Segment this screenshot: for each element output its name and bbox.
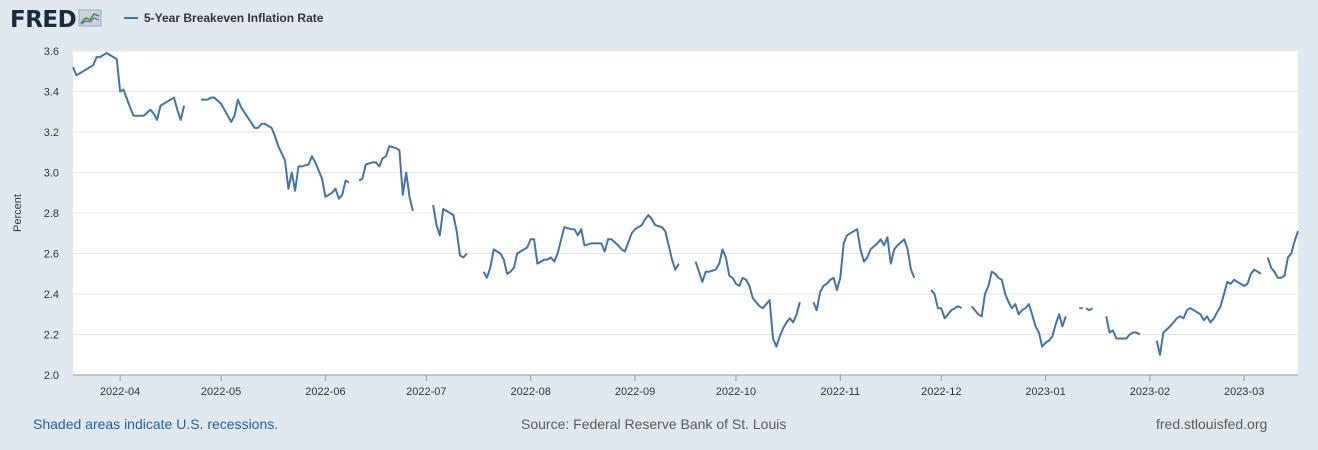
y-tick-label: 3.0 [44, 168, 59, 180]
y-axis-label: Percent [12, 194, 24, 232]
x-tick-label: 2022-04 [100, 386, 140, 398]
recessions-note[interactable]: Shaded areas indicate U.S. recessions. [33, 416, 279, 432]
y-tick-label: 3.2 [44, 127, 59, 139]
y-tick-label: 2.2 [44, 330, 59, 342]
fred-logo[interactable]: FRED [10, 6, 102, 34]
legend-swatch [124, 17, 138, 19]
source-label: Source: Federal Reserve Bank of St. Loui… [521, 416, 787, 432]
x-tick-label: 2022-05 [201, 386, 241, 398]
y-tick-label: 2.4 [44, 289, 59, 301]
line-chart: 2.0 2.2 2.4 2.6 2.8 3.0 3.2 3.4 3.6 2022-04 2022-0… [12, 46, 1299, 398]
site-url[interactable]: fred.stlouisfed.org [1156, 416, 1268, 432]
y-tick-label: 2.0 [44, 370, 59, 382]
series-line-segment [200, 96, 350, 200]
y-tick-label: 3.4 [44, 87, 59, 99]
series-line-segment [432, 204, 468, 259]
series-line-segment [358, 145, 414, 212]
x-tick-label: 2023-01 [1025, 386, 1065, 398]
series-line-segment [930, 289, 963, 320]
legend-series-label: 5-Year Breakeven Inflation Rate [144, 11, 324, 25]
series-line-segment [694, 248, 801, 348]
chart-line-icon [78, 8, 102, 33]
y-tick-label: 2.6 [44, 249, 59, 261]
y-tick-label: 2.8 [44, 208, 59, 220]
series-line-segment [1105, 316, 1141, 340]
series-line-segment [812, 228, 916, 312]
series-line-segment [482, 214, 680, 279]
series-line-segment [1155, 268, 1262, 356]
series-line-segment [1085, 307, 1094, 312]
x-tick-label: 2022-07 [406, 386, 446, 398]
series-line-segment [72, 52, 186, 121]
x-tick-label: 2023-03 [1224, 386, 1264, 398]
series-line-segment [1266, 230, 1299, 279]
x-tick-label: 2022-10 [716, 386, 756, 398]
x-tick-label: 2022-06 [305, 386, 345, 398]
chart-legend: 5-Year Breakeven Inflation Rate [124, 11, 323, 25]
fred-logo-text: FRED [10, 7, 77, 33]
series-line-segment [970, 270, 1067, 348]
x-tick-label: 2022-11 [821, 386, 861, 398]
x-tick-label: 2022-08 [511, 386, 551, 398]
x-tick-label: 2022-12 [921, 386, 961, 398]
x-tick-label: 2023-02 [1130, 386, 1170, 398]
x-tick-label: 2022-09 [615, 386, 655, 398]
y-tick-label: 3.6 [44, 46, 59, 58]
